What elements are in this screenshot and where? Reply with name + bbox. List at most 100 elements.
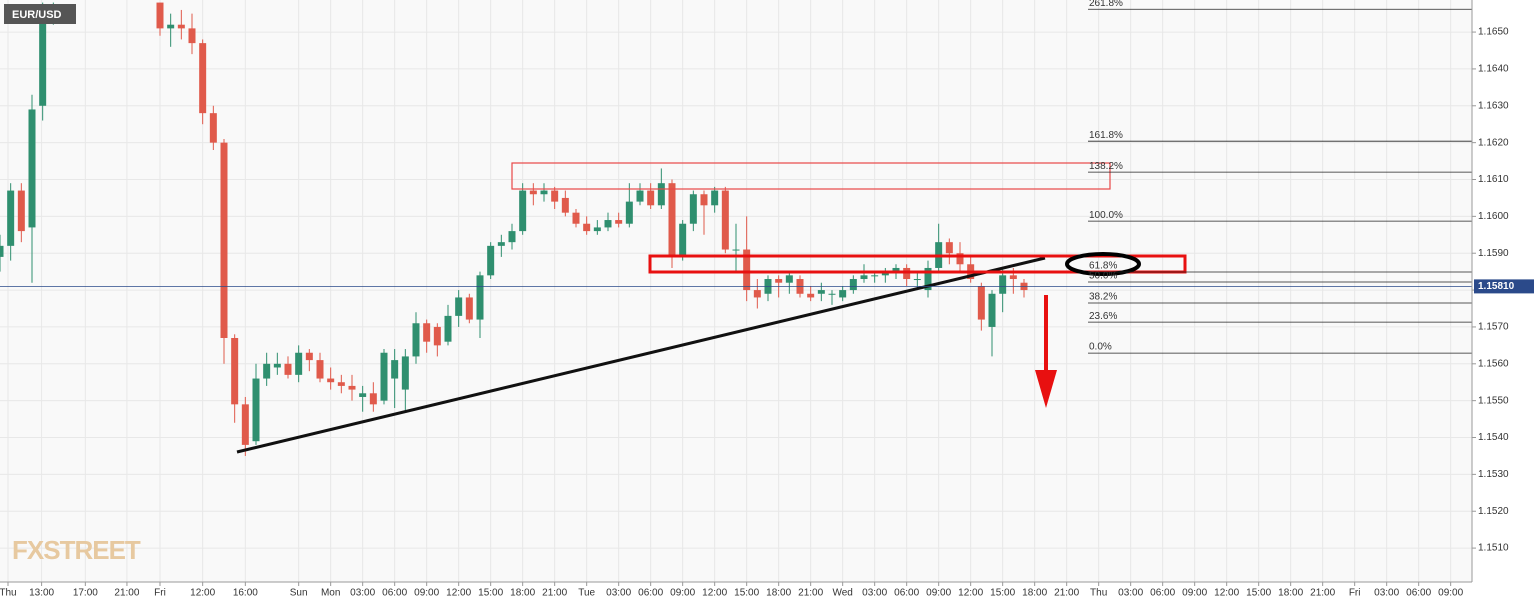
candle-body bbox=[220, 142, 228, 338]
y-tick-label: 1.1610 bbox=[1478, 174, 1509, 185]
x-tick-label: 03:00 bbox=[350, 588, 375, 599]
candle-body bbox=[252, 378, 260, 442]
y-tick-label: 1.1530 bbox=[1478, 469, 1509, 480]
candle-body bbox=[721, 190, 729, 250]
x-tick-label: 15:00 bbox=[478, 588, 503, 599]
candle-body bbox=[455, 297, 463, 316]
x-tick-label: Thu bbox=[0, 588, 17, 599]
candle-body bbox=[689, 194, 697, 224]
resistance-box bbox=[511, 162, 1111, 190]
y-tick-label: 1.1560 bbox=[1478, 358, 1509, 369]
trendline bbox=[236, 256, 1046, 454]
x-tick-label: 09:00 bbox=[670, 588, 695, 599]
last-price-label: 1.15810 bbox=[1478, 281, 1515, 292]
x-tick-label: 16:00 bbox=[233, 588, 258, 599]
candle-body bbox=[177, 24, 185, 29]
candle-body bbox=[892, 267, 900, 272]
x-tick-label: 09:00 bbox=[1438, 588, 1463, 599]
candle-body bbox=[604, 220, 612, 228]
x-tick-label: Fri bbox=[1349, 588, 1361, 599]
x-tick-label: 15:00 bbox=[734, 588, 759, 599]
candle-body bbox=[316, 360, 324, 379]
candle-body bbox=[945, 242, 953, 254]
x-tick-label: 06:00 bbox=[638, 588, 663, 599]
candle-body bbox=[444, 315, 452, 342]
candle-body bbox=[775, 279, 783, 283]
x-tick-label: 12:00 bbox=[1214, 588, 1239, 599]
candle-body bbox=[263, 363, 271, 379]
x-tick-label: 21:00 bbox=[1054, 588, 1079, 599]
y-tick-label: 1.1570 bbox=[1478, 322, 1509, 333]
candle-body bbox=[583, 223, 591, 232]
candle-body bbox=[380, 352, 388, 401]
watermark: FXSTREET bbox=[12, 535, 141, 565]
resistance-box-thick bbox=[648, 254, 1187, 274]
candle-body bbox=[711, 190, 719, 206]
candle-body bbox=[199, 43, 207, 114]
candle-body bbox=[391, 360, 399, 379]
candle-body bbox=[231, 337, 239, 405]
y-tick-label: 1.1600 bbox=[1478, 211, 1509, 222]
candle-body bbox=[167, 24, 175, 29]
x-tick-label: 21:00 bbox=[798, 588, 823, 599]
y-tick-label: 1.1550 bbox=[1478, 395, 1509, 406]
x-tick-label: 06:00 bbox=[894, 588, 919, 599]
grid bbox=[0, 0, 1472, 582]
symbol: EUR/USD bbox=[12, 9, 62, 21]
candle-body bbox=[476, 275, 484, 320]
candle-body bbox=[369, 393, 377, 405]
candle-body bbox=[28, 109, 36, 228]
candle-body bbox=[433, 326, 441, 346]
candle-body bbox=[977, 286, 985, 320]
x-tick-label: 21:00 bbox=[542, 588, 567, 599]
candle-body bbox=[625, 201, 633, 224]
candle-body bbox=[39, 9, 47, 106]
candle-body bbox=[849, 279, 857, 291]
x-tick-label: 21:00 bbox=[1310, 588, 1335, 599]
x-tick-label: 13:00 bbox=[29, 588, 54, 599]
candle-body bbox=[700, 194, 708, 206]
candle-body bbox=[743, 249, 751, 291]
candle-body bbox=[508, 231, 516, 243]
candle-body bbox=[423, 323, 431, 342]
candle-body bbox=[0, 245, 4, 257]
candle-body bbox=[529, 190, 537, 195]
x-tick-label: 03:00 bbox=[1118, 588, 1143, 599]
x-tick-label: 09:00 bbox=[1182, 588, 1207, 599]
candle-body bbox=[657, 183, 665, 206]
candle-body bbox=[295, 352, 303, 375]
highlight-ellipse bbox=[1065, 252, 1141, 276]
x-tick-label: Wed bbox=[832, 588, 852, 599]
candle-body bbox=[753, 290, 761, 298]
fib-label: 138.2% bbox=[1089, 161, 1123, 172]
x-tick-label: 18:00 bbox=[510, 588, 535, 599]
candle-body bbox=[647, 190, 655, 206]
fib-label: 261.8% bbox=[1089, 0, 1123, 9]
x-tick-label: 12:00 bbox=[190, 588, 215, 599]
x-tick-label: 03:00 bbox=[606, 588, 631, 599]
candle-body bbox=[572, 212, 580, 224]
x-tick-label: 17:00 bbox=[73, 588, 98, 599]
candle-body bbox=[636, 190, 644, 202]
candle-body bbox=[924, 267, 932, 291]
candle-body bbox=[828, 293, 836, 295]
candle-body bbox=[7, 190, 15, 246]
y-tick-label: 1.1640 bbox=[1478, 64, 1509, 75]
candle-body bbox=[209, 113, 217, 143]
arrow-head bbox=[1035, 370, 1057, 408]
candle-body bbox=[401, 356, 409, 390]
symbol-badge bbox=[4, 4, 76, 24]
x-tick-label: 18:00 bbox=[1278, 588, 1303, 599]
candle-body bbox=[807, 293, 815, 298]
x-tick-label: 06:00 bbox=[1150, 588, 1175, 599]
x-tick-label: 18:00 bbox=[1022, 588, 1047, 599]
x-tick-label: Tue bbox=[578, 588, 595, 599]
candle-body bbox=[540, 190, 548, 195]
candle-body bbox=[188, 28, 196, 44]
candle-body bbox=[1009, 275, 1017, 280]
candle-body bbox=[615, 220, 623, 224]
candle-body bbox=[273, 363, 281, 368]
candle-body bbox=[561, 197, 569, 213]
candle-body bbox=[679, 223, 687, 257]
